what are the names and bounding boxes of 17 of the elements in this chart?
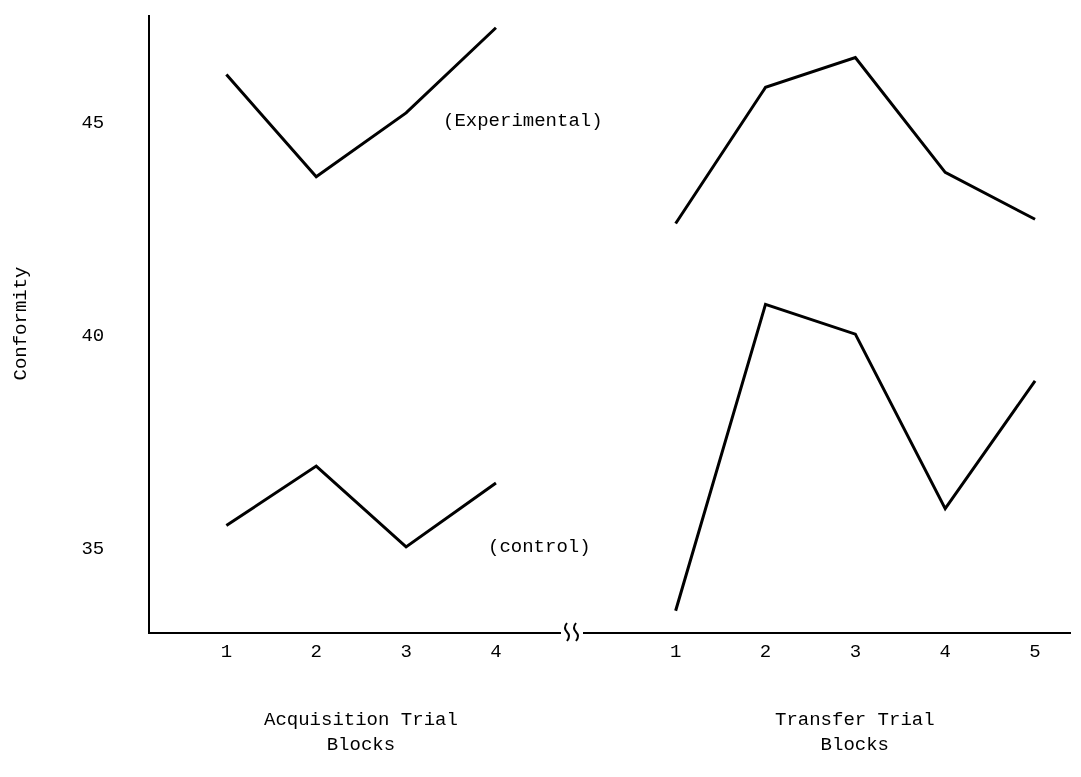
series-label: (Experimental)	[443, 110, 603, 132]
y-tick-label: 40	[81, 324, 105, 347]
x-tick-label: 5	[1029, 640, 1041, 663]
text: Acquisition Trial Blocks	[264, 709, 458, 756]
x-tick-label: 3	[849, 640, 862, 663]
y-tick-label: 45	[81, 112, 105, 135]
y-axis-title: Conformity	[9, 266, 32, 381]
x-tick-label: 1	[220, 640, 233, 663]
text: Transfer Trial Blocks	[775, 709, 935, 756]
x-tick-label: 4	[490, 640, 502, 663]
x-tick-label: 4	[939, 640, 951, 663]
x-tick-label: 1	[669, 640, 682, 663]
x-tick-label: 2	[759, 640, 772, 663]
x-tick-label: 2	[310, 640, 322, 663]
x-tick-label: 3	[400, 640, 412, 663]
text: (control)	[488, 536, 591, 558]
y-tick-label: 35	[81, 537, 105, 560]
